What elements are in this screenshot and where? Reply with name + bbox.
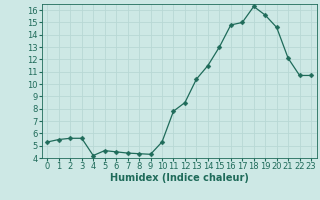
X-axis label: Humidex (Indice chaleur): Humidex (Indice chaleur) bbox=[110, 173, 249, 183]
